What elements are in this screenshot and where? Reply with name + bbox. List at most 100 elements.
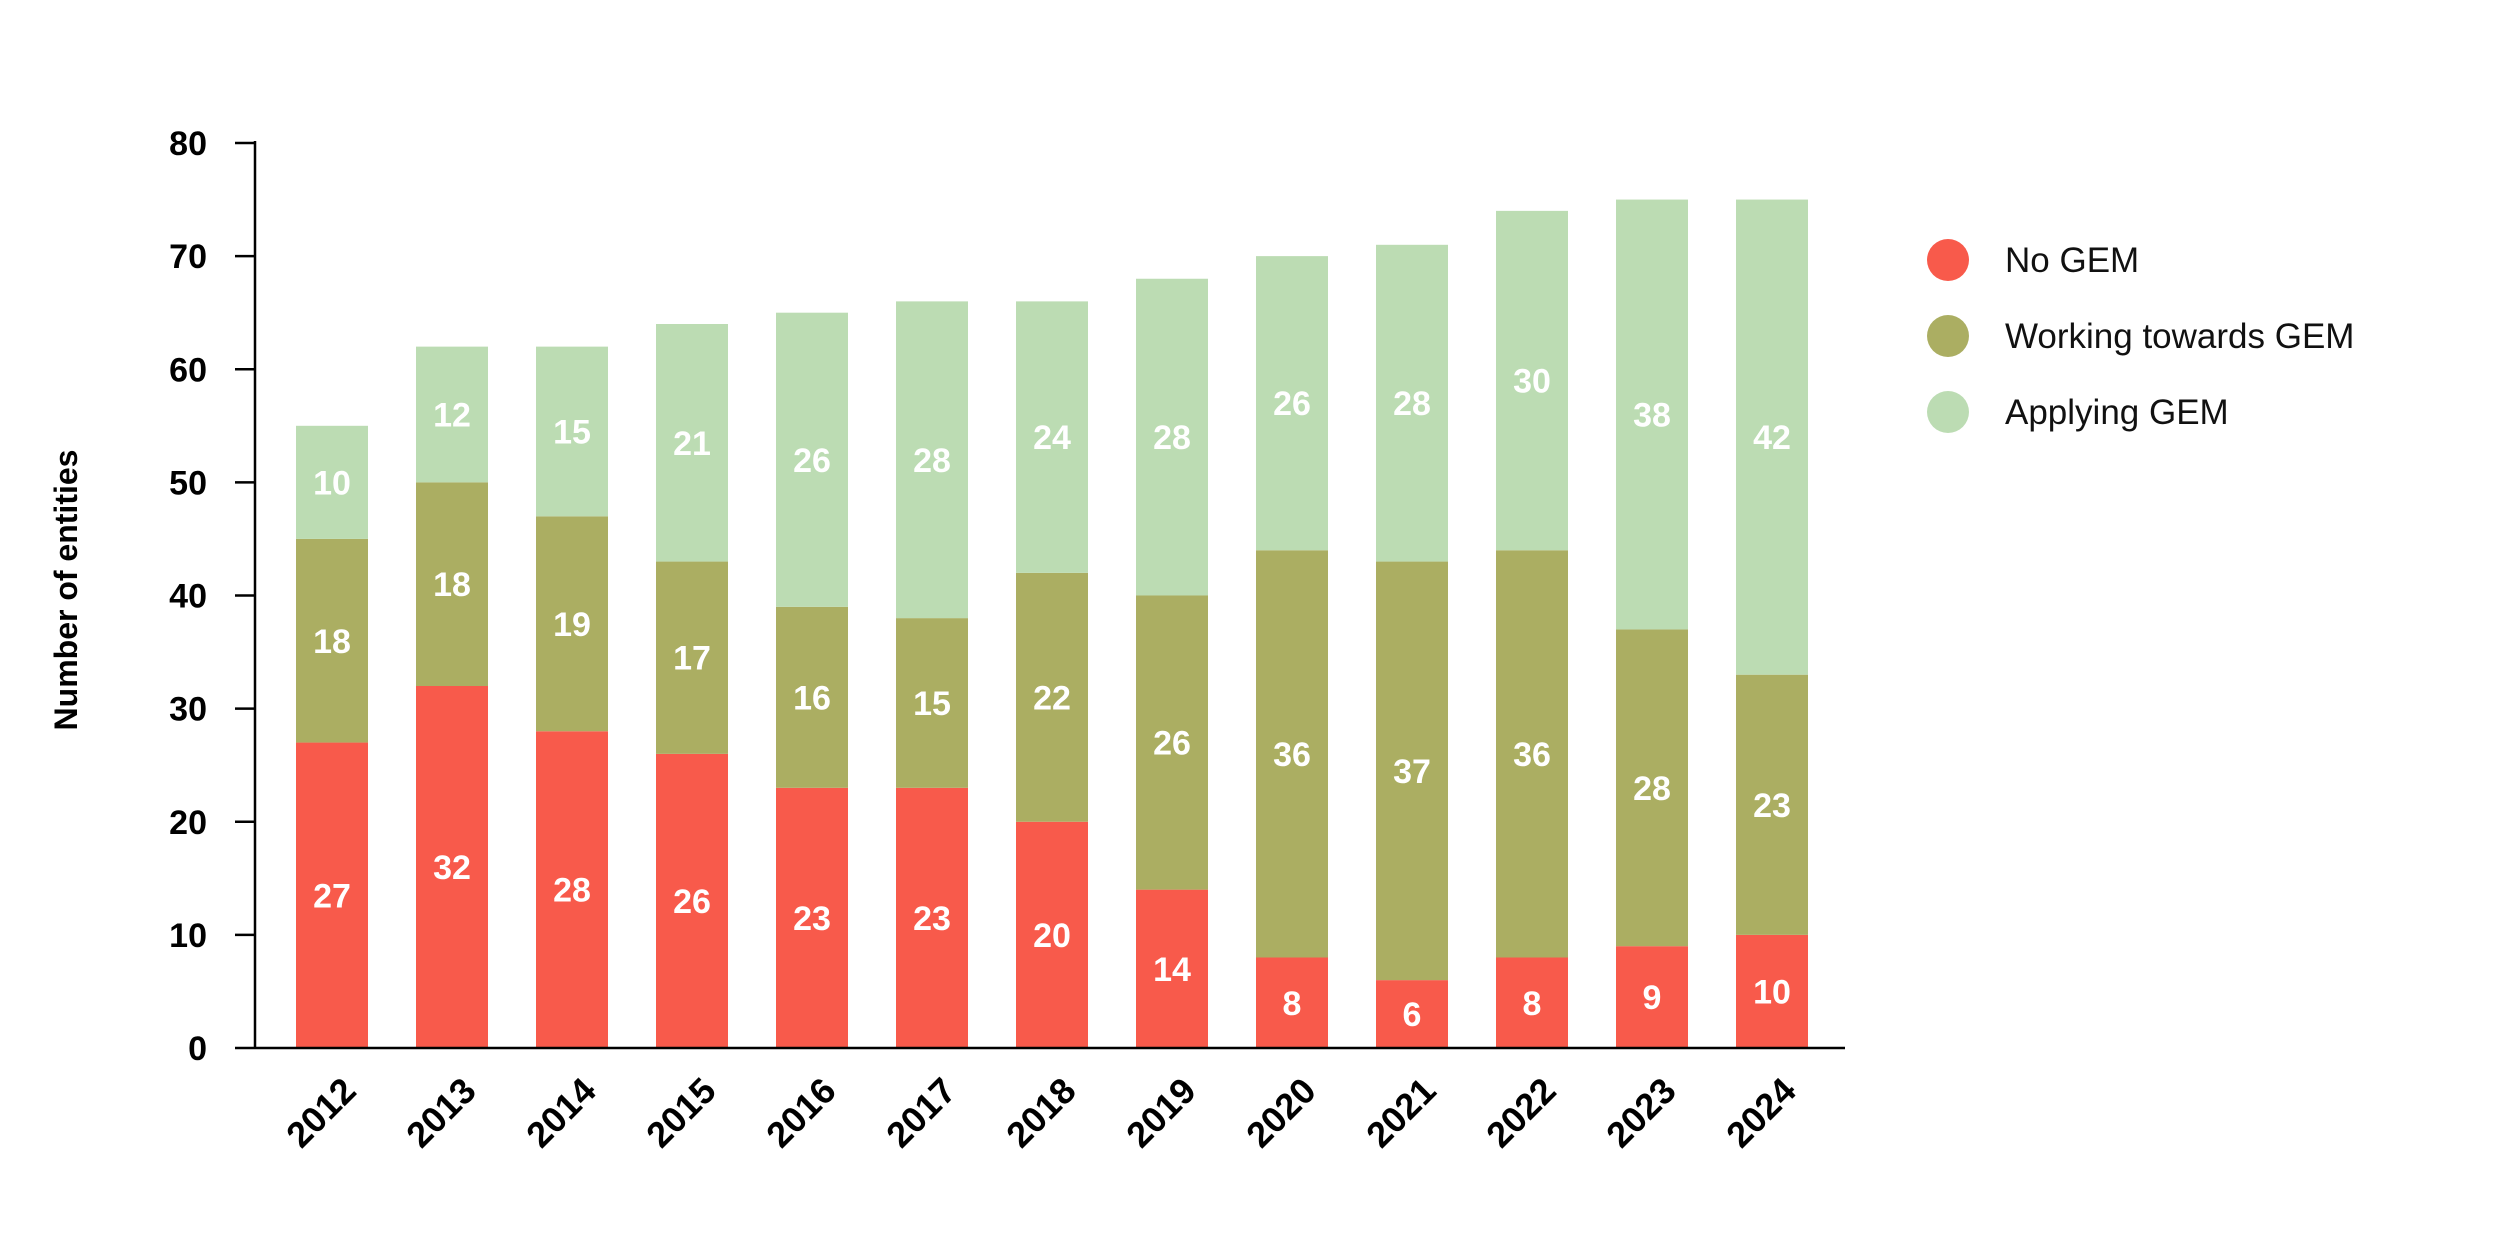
bar-segment xyxy=(1616,946,1688,1048)
bar-segment xyxy=(1496,210,1568,551)
bar-segment xyxy=(1256,957,1328,1048)
x-tick-label: 2015 xyxy=(638,1070,724,1156)
bar-segment xyxy=(536,731,608,1048)
bar-segment xyxy=(296,742,368,1048)
y-tick-label: 60 xyxy=(169,351,207,389)
bar-segment xyxy=(1736,674,1808,935)
bar-segment xyxy=(1616,199,1688,630)
bar-segment xyxy=(1016,301,1088,573)
bar-segment xyxy=(776,606,848,788)
y-axis: 0 10 20 30 40 50 60 70 80 xyxy=(169,125,257,1068)
bar-segment xyxy=(776,787,848,1048)
data-label: 30 xyxy=(1513,363,1551,401)
data-label: 28 xyxy=(913,442,951,480)
data-label: 38 xyxy=(1633,397,1671,435)
x-tick-label: 2013 xyxy=(398,1070,484,1156)
bar-segment xyxy=(1376,561,1448,981)
data-label: 26 xyxy=(1273,385,1311,423)
y-tick-label: 50 xyxy=(169,464,207,502)
bar-segment xyxy=(656,324,728,562)
data-label: 32 xyxy=(433,849,471,887)
bar-segment xyxy=(896,618,968,788)
data-label: 18 xyxy=(433,566,471,604)
x-tick-label: 2019 xyxy=(1118,1070,1204,1156)
data-label: 37 xyxy=(1393,753,1431,791)
data-label: 23 xyxy=(793,900,831,938)
bar-segment xyxy=(416,482,488,686)
data-label: 24 xyxy=(1033,419,1071,457)
legend-marker xyxy=(1927,239,1969,281)
bar-segment xyxy=(1136,278,1208,596)
data-label: 26 xyxy=(673,883,711,921)
y-tick-label: 0 xyxy=(188,1030,207,1068)
bar-segment xyxy=(536,516,608,732)
bar-segment xyxy=(1376,244,1448,562)
data-label: 26 xyxy=(793,442,831,480)
y-tick-label: 40 xyxy=(169,578,207,616)
x-tick-label: 2018 xyxy=(998,1070,1084,1156)
data-label: 17 xyxy=(673,640,711,678)
bar-segment xyxy=(1016,821,1088,1048)
bar-segment xyxy=(296,538,368,743)
bar-segment xyxy=(1376,980,1448,1048)
data-label: 15 xyxy=(913,685,951,723)
y-tick-label: 20 xyxy=(169,804,207,842)
bar-segment xyxy=(776,312,848,607)
data-label: 36 xyxy=(1273,736,1311,774)
bar-segment xyxy=(416,686,488,1048)
data-label: 42 xyxy=(1753,419,1791,457)
x-tick-label: 2021 xyxy=(1358,1070,1444,1156)
legend-marker xyxy=(1927,391,1969,433)
y-tick-label: 30 xyxy=(169,691,207,729)
x-tick-label: 2022 xyxy=(1478,1070,1564,1156)
bar-segment xyxy=(536,346,608,517)
bar-segment xyxy=(656,561,728,754)
x-tick-label: 2020 xyxy=(1238,1070,1324,1156)
y-tick-label: 10 xyxy=(169,917,207,955)
bar-segment xyxy=(416,346,488,483)
bar-segment xyxy=(1136,595,1208,890)
bar-segment xyxy=(896,787,968,1048)
data-label: 36 xyxy=(1513,736,1551,774)
data-label: 6 xyxy=(1403,996,1422,1034)
y-tick-label: 70 xyxy=(169,238,207,276)
legend-label: Working towards GEM xyxy=(2005,317,2354,356)
data-label: 23 xyxy=(913,900,951,938)
x-tick-label: 2023 xyxy=(1598,1070,1684,1156)
legend-marker xyxy=(1927,315,1969,357)
data-label: 22 xyxy=(1033,679,1071,717)
bar-segment xyxy=(1616,629,1688,947)
data-label: 12 xyxy=(433,397,471,435)
data-label: 20 xyxy=(1033,917,1071,955)
legend: No GEM Working towards GEM Applying GEM xyxy=(1927,239,2354,433)
data-label: 10 xyxy=(1753,973,1791,1011)
bar-segment xyxy=(1736,934,1808,1048)
legend-label: Applying GEM xyxy=(2005,393,2229,432)
data-label: 26 xyxy=(1153,725,1191,763)
data-label: 28 xyxy=(1153,419,1191,457)
data-label: 14 xyxy=(1153,951,1191,989)
data-label: 28 xyxy=(1393,385,1431,423)
bars: 27 18 10 32 18 12 28 19 15 26 17 21 23 16 26 23 15 28 20 22… xyxy=(296,199,1808,1048)
data-label: 8 xyxy=(1283,985,1302,1023)
bar-segment xyxy=(896,301,968,619)
data-label: 18 xyxy=(313,623,351,661)
data-label: 16 xyxy=(793,679,831,717)
x-tick-label: 2024 xyxy=(1718,1070,1804,1156)
data-label: 15 xyxy=(553,413,591,451)
data-label: 19 xyxy=(553,606,591,644)
legend-label: No GEM xyxy=(2005,241,2139,280)
data-label: 27 xyxy=(313,877,351,915)
x-tick-label: 2014 xyxy=(518,1070,604,1156)
bar-segment xyxy=(1016,572,1088,822)
x-tick-label: 2016 xyxy=(758,1070,844,1156)
bar-segment xyxy=(1496,957,1568,1048)
data-label: 28 xyxy=(1633,770,1671,808)
bar-segment xyxy=(1256,256,1328,551)
y-tick-label: 80 xyxy=(169,125,207,163)
y-axis-title: Number of entities xyxy=(48,450,84,731)
bar-segment xyxy=(1736,199,1808,675)
data-label: 21 xyxy=(673,425,711,463)
x-tick-label: 2012 xyxy=(278,1070,364,1156)
